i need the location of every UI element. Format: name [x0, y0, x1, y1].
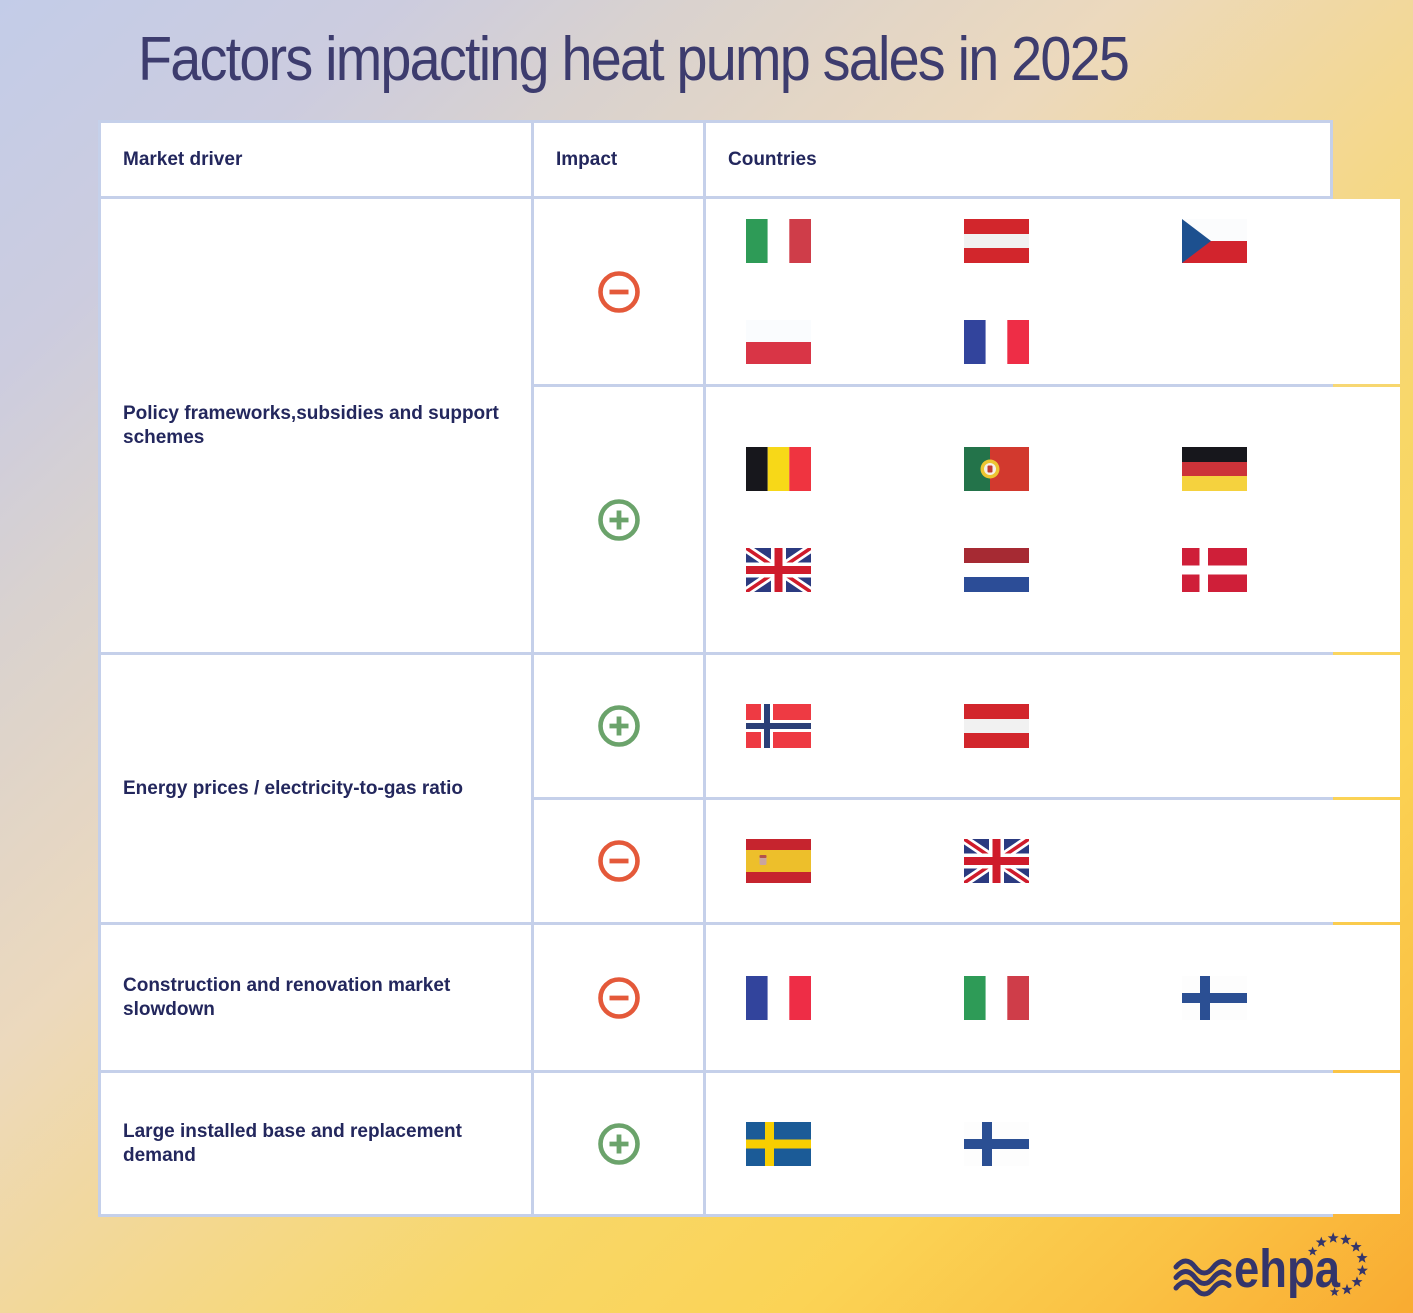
countries-cell	[706, 1073, 1400, 1214]
market-driver-cell: Construction and renovation market slowd…	[101, 925, 531, 1070]
subrow-column	[534, 1073, 1400, 1214]
table-row: Energy prices / electricity-to-gas ratio	[101, 655, 1400, 922]
star-icon	[1327, 1232, 1339, 1243]
countries-cell	[706, 655, 1400, 797]
star-icon	[1315, 1236, 1327, 1247]
impact-subrow-positive	[534, 1073, 1400, 1214]
flag-portugal	[964, 447, 1029, 491]
eu-stars-icon	[1307, 1232, 1368, 1296]
flag-france	[746, 975, 811, 1020]
market-driver-cell: Energy prices / electricity-to-gas ratio	[101, 655, 531, 922]
countries-cell	[706, 199, 1400, 384]
impact-subrow-negative	[534, 199, 1400, 384]
table-row: Policy frameworks,subsidies and support …	[101, 199, 1400, 652]
flag-spain	[746, 839, 811, 883]
subrow-column	[534, 199, 1400, 652]
flag-italy	[746, 219, 811, 263]
star-icon	[1356, 1252, 1368, 1263]
market-driver-cell: Large installed base and replacement dem…	[101, 1073, 531, 1214]
ehpa-logo: ehpa	[1173, 1232, 1368, 1299]
market-driver-label: Large installed base and replacement dem…	[123, 1120, 462, 1166]
impact-cell	[534, 1073, 703, 1214]
table-row: Large installed base and replacement dem…	[101, 1073, 1400, 1214]
header-impact: Impact	[534, 123, 703, 196]
impact-cell	[534, 800, 703, 922]
star-icon	[1351, 1276, 1363, 1287]
impact-subrow-negative	[534, 800, 1400, 922]
table-header-row: Market driver Impact Countries	[101, 123, 1330, 196]
waves-icon	[1173, 1258, 1232, 1297]
flag-netherlands	[964, 548, 1029, 592]
flag-norway	[746, 704, 811, 748]
flag-austria	[964, 219, 1029, 263]
star-icon	[1341, 1283, 1353, 1295]
market-driver-label: Construction and renovation market slowd…	[123, 974, 451, 1020]
table-row: Construction and renovation market slowd…	[101, 925, 1400, 1070]
flag-finland	[1182, 975, 1247, 1020]
flag-united-kingdom	[964, 839, 1029, 883]
countries-cell	[706, 800, 1400, 922]
star-icon	[1350, 1241, 1362, 1252]
subrow-column	[534, 925, 1400, 1070]
plus-circle-icon	[597, 705, 640, 747]
factors-table: Market driver Impact Countries Policy fr…	[98, 120, 1400, 1217]
plus-circle-icon	[597, 498, 640, 541]
impact-subrow-positive	[534, 655, 1400, 797]
subrow-column	[534, 655, 1400, 922]
flag-united-kingdom	[746, 548, 811, 592]
countries-cell	[706, 925, 1400, 1070]
impact-cell	[534, 387, 703, 652]
countries-cell	[706, 387, 1400, 652]
page-title: Factors impacting heat pump sales in 202…	[138, 25, 1130, 94]
impact-cell	[534, 925, 703, 1070]
flag-finland	[964, 1121, 1029, 1166]
market-driver-label: Energy prices / electricity-to-gas ratio	[123, 777, 464, 799]
minus-circle-icon	[597, 840, 640, 882]
flag-italy	[964, 975, 1029, 1020]
star-icon	[1307, 1246, 1318, 1256]
impact-cell	[534, 199, 703, 384]
star-icon	[1356, 1264, 1368, 1276]
flag-france	[964, 320, 1029, 364]
flag-germany	[1182, 447, 1247, 491]
impact-cell	[534, 655, 703, 797]
flag-belgium	[746, 447, 811, 491]
flag-sweden	[746, 1121, 811, 1166]
flag-poland	[746, 320, 811, 364]
market-driver-label: Policy frameworks,subsidies and support …	[123, 402, 499, 448]
market-driver-cell: Policy frameworks,subsidies and support …	[101, 199, 531, 652]
minus-circle-icon	[597, 270, 640, 313]
flag-denmark	[1182, 548, 1247, 592]
star-icon	[1329, 1287, 1340, 1296]
header-market-driver: Market driver	[101, 123, 531, 196]
header-countries: Countries	[706, 123, 1330, 196]
impact-subrow-negative	[534, 925, 1400, 1070]
star-icon	[1340, 1234, 1352, 1245]
logo-text: ehpa	[1234, 1239, 1341, 1299]
plus-circle-icon	[597, 1122, 640, 1165]
flag-czech-republic	[1182, 219, 1247, 263]
flag-austria	[964, 704, 1029, 748]
minus-circle-icon	[597, 976, 640, 1019]
impact-subrow-positive	[534, 387, 1400, 652]
